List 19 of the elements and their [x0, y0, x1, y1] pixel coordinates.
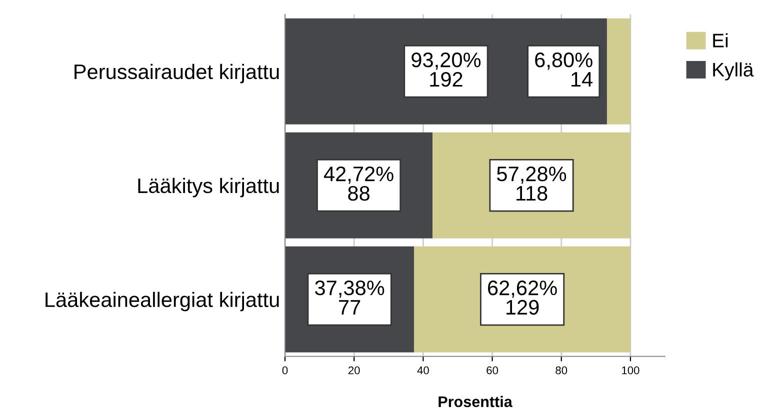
x-axis-title: Prosenttia [438, 396, 512, 408]
data-label: 93,20% 192 [412, 52, 481, 87]
x-tick-label: 60 [486, 366, 498, 374]
x-tick-label: 0 [282, 366, 288, 374]
data-label: 6,80% 14 [535, 52, 593, 87]
data-label: 62,62% 129 [488, 280, 557, 315]
y-tick-label: Lääkitys kirjattu [138, 178, 279, 198]
y-tick-label: Perussairaudet kirjattu [74, 64, 279, 84]
x-tick-label: 80 [556, 366, 568, 374]
bar [606, 18, 630, 124]
data-label: 57,28% 118 [497, 166, 566, 201]
data-label: 37,38% 77 [315, 280, 384, 314]
legend-label: Kyllä [713, 62, 754, 80]
legend-label: Ei [713, 33, 728, 48]
x-tick-label: 20 [348, 366, 360, 374]
data-label: 42,72% 88 [324, 166, 394, 201]
x-tick-label: 40 [417, 366, 429, 374]
y-tick-label: Lääkeaineallergiat kirjattu [46, 292, 279, 312]
x-tick-label: 100 [622, 366, 640, 374]
